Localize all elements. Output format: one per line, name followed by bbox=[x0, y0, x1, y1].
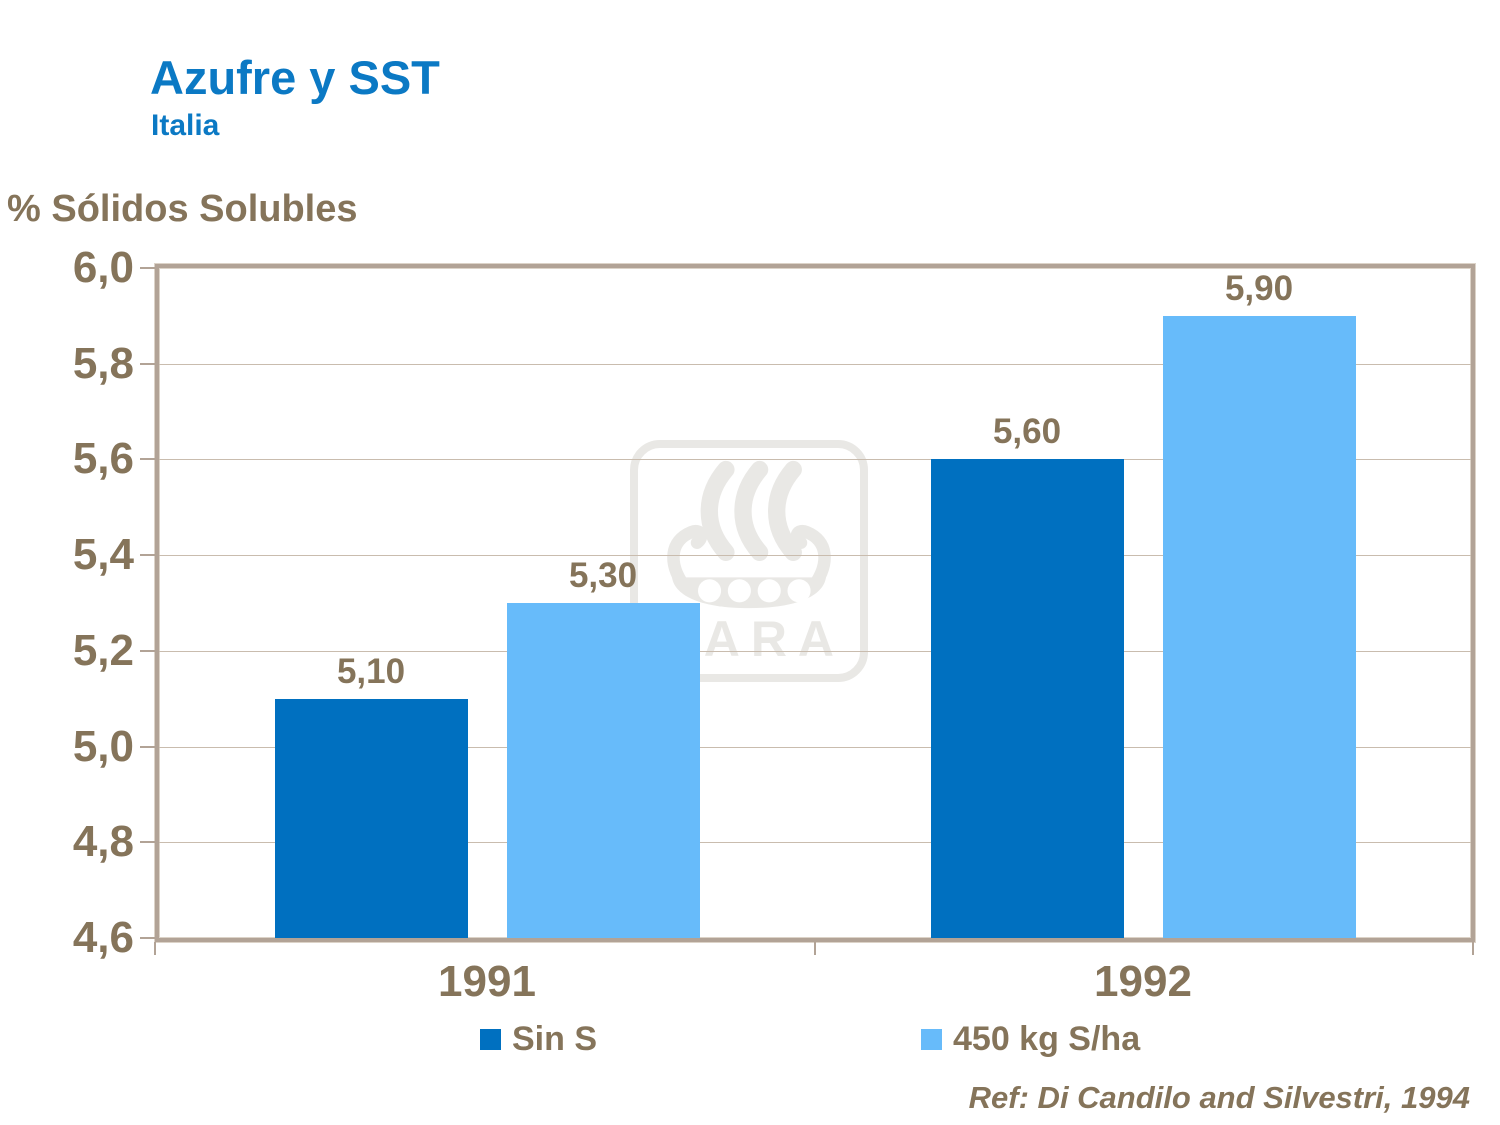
x-tick-mark bbox=[1472, 942, 1474, 955]
reference-text: Ref: Di Candilo and Silvestri, 1994 bbox=[968, 1080, 1470, 1115]
y-tick-mark bbox=[140, 554, 155, 557]
bar bbox=[274, 698, 468, 938]
legend-item: Sin S bbox=[480, 1022, 597, 1056]
y-tick-label: 5,8 bbox=[72, 338, 134, 388]
y-tick-mark bbox=[140, 362, 155, 365]
legend-label: Sin S bbox=[512, 1020, 598, 1058]
y-tick-label: 4,8 bbox=[72, 817, 134, 867]
legend-swatch bbox=[921, 1028, 942, 1050]
y-tick-label: 5,0 bbox=[72, 721, 134, 771]
x-tick-mark bbox=[154, 942, 156, 955]
gridline bbox=[159, 650, 1471, 652]
y-tick-label: 5,4 bbox=[72, 530, 134, 580]
yara-watermark: YARA bbox=[630, 440, 868, 682]
bar-value-label: 5,60 bbox=[992, 412, 1062, 452]
y-axis-title: % Sólidos Solubles bbox=[7, 188, 358, 230]
gridline bbox=[159, 555, 1471, 557]
y-tick-label: 5,2 bbox=[72, 625, 134, 675]
legend-label: 450 kg S/ha bbox=[953, 1020, 1141, 1058]
legend-swatch bbox=[480, 1028, 501, 1050]
y-tick-mark bbox=[140, 745, 155, 748]
bar bbox=[930, 459, 1124, 938]
bar-value-label: 5,90 bbox=[1224, 268, 1294, 308]
y-tick-label: 6,0 bbox=[72, 243, 134, 292]
bar bbox=[1162, 315, 1356, 938]
y-tick-mark bbox=[140, 267, 155, 269]
legend-item: 450 kg S/ha bbox=[921, 1022, 1140, 1056]
y-tick-label: 4,6 bbox=[72, 913, 134, 962]
y-tick-mark bbox=[140, 649, 155, 652]
page-title: Azufre y SST bbox=[150, 51, 440, 104]
page-subtitle: Italia bbox=[151, 109, 220, 142]
y-tick-mark bbox=[140, 937, 155, 939]
gridline bbox=[159, 363, 1471, 365]
gridline bbox=[159, 459, 1471, 461]
bar-value-label: 5,30 bbox=[568, 556, 638, 595]
plot-area: YARA 5,10 5,30 5,60 5,90 bbox=[155, 264, 1475, 942]
bar bbox=[506, 603, 700, 938]
category-label: 1992 bbox=[1094, 957, 1192, 1006]
category-label: 1991 bbox=[438, 957, 536, 1006]
yara-ship-icon bbox=[667, 460, 831, 609]
y-tick-mark bbox=[140, 841, 155, 844]
y-tick-mark bbox=[140, 458, 155, 461]
gridline bbox=[159, 842, 1471, 844]
bar-value-label: 5,10 bbox=[336, 651, 406, 691]
gridline bbox=[159, 746, 1471, 748]
x-tick-mark bbox=[814, 942, 816, 955]
y-tick-label: 5,6 bbox=[72, 434, 134, 484]
